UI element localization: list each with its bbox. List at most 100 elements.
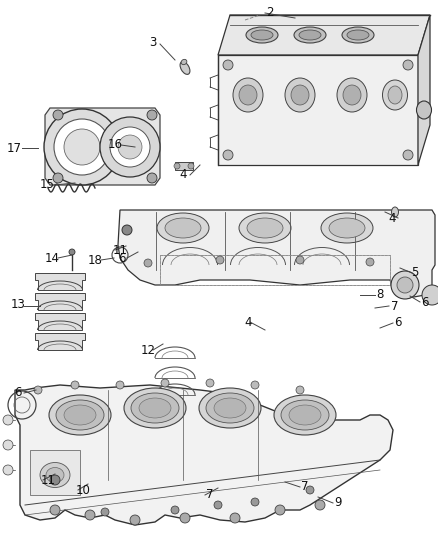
Circle shape [54,119,110,175]
Circle shape [275,505,285,515]
Ellipse shape [382,80,407,110]
Polygon shape [35,313,85,330]
Ellipse shape [247,218,283,238]
Ellipse shape [206,393,254,423]
Circle shape [50,475,60,485]
Bar [160,255,390,285]
Circle shape [188,163,194,169]
Circle shape [110,127,150,167]
Circle shape [223,150,233,160]
Text: 18: 18 [88,254,102,266]
Polygon shape [218,55,418,165]
Circle shape [147,173,157,183]
Text: 17: 17 [7,141,21,155]
Text: 16: 16 [107,139,123,151]
Ellipse shape [274,395,336,435]
Text: 11: 11 [113,244,127,256]
Circle shape [116,381,124,389]
Ellipse shape [289,405,321,425]
Circle shape [174,163,180,169]
Circle shape [422,285,438,305]
Ellipse shape [239,85,257,105]
Ellipse shape [233,78,263,112]
Circle shape [306,486,314,494]
Ellipse shape [157,213,209,243]
Circle shape [71,381,79,389]
Ellipse shape [392,207,399,217]
Ellipse shape [294,27,326,43]
Ellipse shape [199,388,261,428]
Circle shape [44,109,120,185]
Circle shape [101,508,109,516]
Ellipse shape [321,213,373,243]
Circle shape [50,505,60,515]
Ellipse shape [299,30,321,40]
Circle shape [161,379,169,387]
Circle shape [214,501,222,509]
Circle shape [147,110,157,120]
Ellipse shape [181,59,187,64]
Circle shape [206,379,214,387]
Text: 9: 9 [334,497,342,510]
Text: 4: 4 [388,212,396,224]
Text: 15: 15 [39,179,54,191]
Ellipse shape [329,218,365,238]
Circle shape [53,110,63,120]
Ellipse shape [343,85,361,105]
Polygon shape [218,15,430,55]
Ellipse shape [342,27,374,43]
Ellipse shape [246,27,278,43]
Text: 8: 8 [376,288,384,302]
Circle shape [53,173,63,183]
Circle shape [403,150,413,160]
Text: 6: 6 [421,295,429,309]
Circle shape [100,117,160,177]
Circle shape [85,510,95,520]
Circle shape [171,506,179,514]
Ellipse shape [281,400,329,430]
Ellipse shape [49,395,111,435]
Circle shape [64,129,100,165]
Ellipse shape [40,463,70,488]
Circle shape [69,249,75,255]
Ellipse shape [214,398,246,418]
Text: 6: 6 [14,386,22,400]
Bar [30,450,80,495]
Text: 7: 7 [391,300,399,312]
Ellipse shape [251,30,273,40]
Circle shape [230,513,240,523]
Polygon shape [118,210,435,298]
Circle shape [296,386,304,394]
Circle shape [34,386,42,394]
Text: 13: 13 [11,298,25,311]
Circle shape [391,271,419,299]
Ellipse shape [337,78,367,112]
Circle shape [397,277,413,293]
Circle shape [366,258,374,266]
Circle shape [3,440,13,450]
Circle shape [180,513,190,523]
Circle shape [223,60,233,70]
Circle shape [144,259,152,267]
Bar [160,255,390,285]
Text: 7: 7 [301,481,309,494]
Circle shape [122,225,132,235]
Text: 12: 12 [141,343,155,357]
Text: 14: 14 [45,252,60,264]
Polygon shape [35,333,85,350]
Circle shape [118,135,142,159]
Ellipse shape [56,400,104,430]
Text: 10: 10 [76,483,90,497]
Circle shape [251,381,259,389]
Text: 3: 3 [149,36,157,49]
Text: 6: 6 [118,252,126,264]
Circle shape [3,465,13,475]
Polygon shape [45,108,160,185]
Polygon shape [35,273,85,290]
Text: 4: 4 [244,317,252,329]
Ellipse shape [417,101,431,119]
Ellipse shape [46,467,64,482]
Text: 4: 4 [179,168,187,182]
Polygon shape [35,293,85,310]
Ellipse shape [347,30,369,40]
